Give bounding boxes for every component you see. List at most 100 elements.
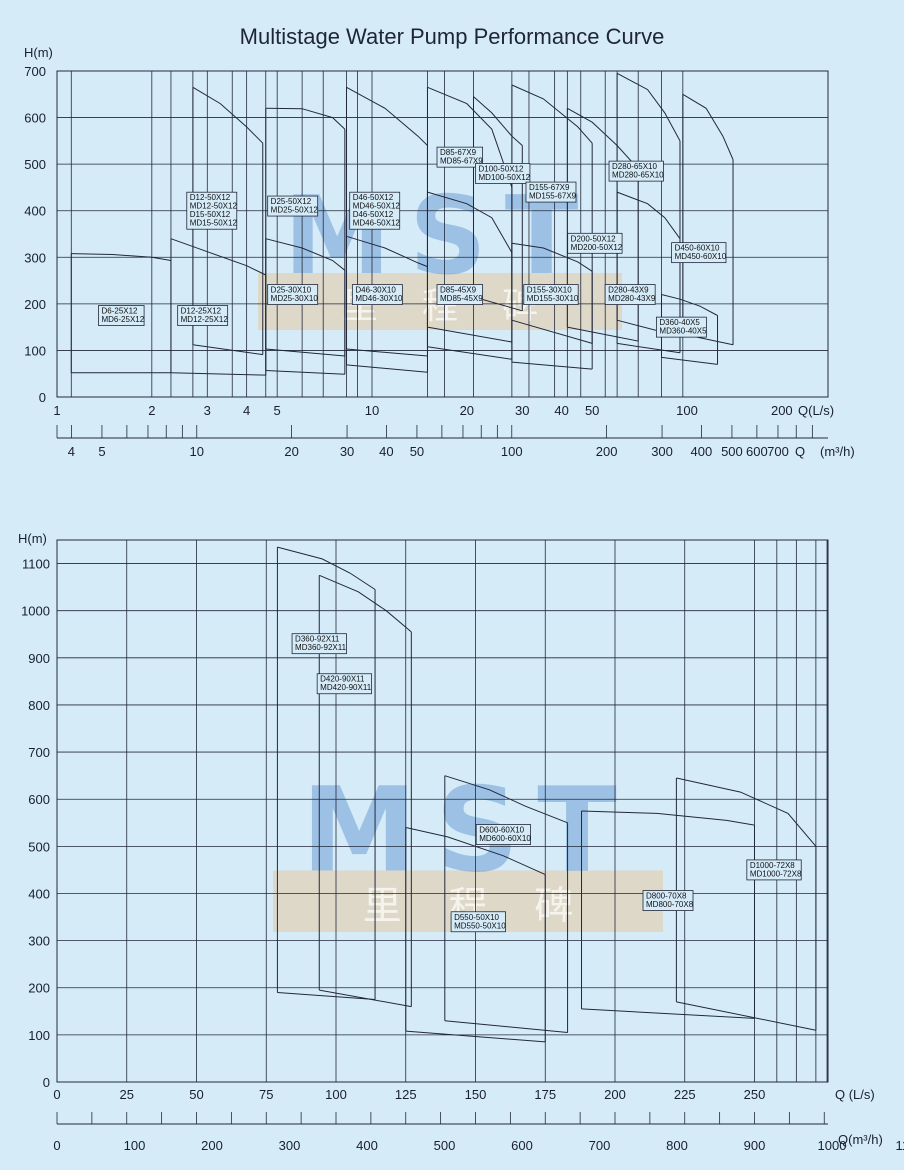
y-axis-title: H(m) — [18, 531, 47, 546]
model-label: D12-25X12 — [181, 307, 222, 316]
curve-D360-40-min — [661, 356, 718, 365]
x-tick-label: 10 — [365, 403, 379, 418]
curve-D155-30-min — [511, 361, 593, 370]
model-label: D46-50X12 — [353, 193, 394, 202]
x2-tick-label: 200 — [596, 444, 618, 459]
model-label: MD360-92X11 — [295, 643, 347, 652]
x2-tick-label: 800 — [666, 1138, 688, 1153]
model-label-box — [604, 284, 656, 305]
model-label-box — [316, 673, 372, 695]
x2-tick-label: 600 — [746, 444, 768, 459]
model-label: D360-92X11 — [295, 635, 340, 644]
x2-tick-label: 700 — [767, 444, 789, 459]
y-tick-label: 700 — [28, 745, 50, 760]
model-label: MD155-67X9 — [529, 192, 577, 201]
model-label: MD420-90X11 — [320, 683, 372, 692]
curve-D800-70-max — [581, 810, 755, 826]
x-tick-label: 100 — [325, 1087, 347, 1102]
x-tick-label: 0 — [53, 1087, 60, 1102]
x-tick-label: 75 — [259, 1087, 273, 1102]
y-tick-label: 300 — [28, 934, 50, 949]
x-tick-label: 200 — [604, 1087, 626, 1102]
curve-D280-43-max — [616, 191, 681, 239]
x-tick-label: 40 — [554, 403, 568, 418]
curve-D280-43-min — [617, 342, 681, 354]
curve-D12-50-min — [192, 344, 263, 356]
model-label: D800-70X8 — [646, 892, 687, 901]
x-tick-label: 1 — [53, 403, 60, 418]
model-label-box — [349, 191, 401, 230]
x2-axis-title: Q(m³/h) — [838, 1132, 883, 1147]
x-axis-title: Q(L/s) — [798, 403, 834, 418]
model-label: D6-25X12 — [101, 307, 138, 316]
y-tick-label: 100 — [28, 1028, 50, 1043]
model-label-box — [642, 890, 694, 911]
x2-tick-label: 100 — [501, 444, 523, 459]
model-label-box — [291, 633, 347, 655]
curve-D46-30-max — [346, 235, 428, 268]
x-tick-label: 2 — [148, 403, 155, 418]
model-label: D46-50X12 — [353, 210, 394, 219]
y-tick-label: 500 — [24, 157, 46, 172]
model-label-box — [671, 242, 727, 264]
model-label-box — [475, 163, 531, 184]
x-tick-label: 50 — [585, 403, 599, 418]
x2-tick-label: 4 — [68, 444, 75, 459]
model-label: MD25-30X10 — [271, 294, 319, 303]
model-label: D600-60X10 — [479, 826, 524, 835]
model-label: MD600-60X10 — [479, 834, 531, 843]
x2-tick-label: 900 — [744, 1138, 766, 1153]
curve-D1000-72-min — [676, 1001, 816, 1031]
model-label: D200-50X12 — [571, 234, 616, 243]
model-label: MD450-60X10 — [675, 252, 727, 261]
curve-D200-50-min — [567, 326, 639, 342]
x2-axis-title: Q — [795, 444, 805, 459]
curve-D6-25-max — [71, 253, 171, 261]
x2-tick-label: 40 — [379, 444, 393, 459]
curve-D200-50-max — [567, 107, 639, 170]
model-label-box — [98, 305, 145, 326]
x2-tick-label: 500 — [434, 1138, 456, 1153]
watermark-text: MST — [301, 762, 635, 898]
curve-D25-50-max — [265, 107, 346, 130]
model-label-box — [177, 305, 229, 326]
model-label: MD46-50X12 — [353, 202, 401, 211]
x-tick-label: 100 — [676, 403, 698, 418]
curve-D1000-72-max — [676, 777, 817, 847]
x2-tick-label: 50 — [410, 444, 424, 459]
y-tick-label: 300 — [24, 250, 46, 265]
x-tick-label: 200 — [771, 403, 793, 418]
x-tick-label: 125 — [395, 1087, 417, 1102]
curve-D100-50-max — [473, 96, 523, 146]
model-label-box — [746, 859, 802, 881]
y-tick-label: 0 — [39, 390, 46, 405]
y-tick-label: 600 — [24, 111, 46, 126]
plot-frame — [56, 539, 829, 1083]
model-label-box — [475, 824, 532, 845]
y-tick-label: 200 — [28, 981, 50, 996]
x2-tick-label: 1100 — [896, 1138, 904, 1153]
x2-tick-label: 0 — [53, 1138, 60, 1153]
curve-D85-67-min — [427, 326, 512, 343]
x-tick-label: 20 — [460, 403, 474, 418]
model-label: D1000-72X8 — [750, 861, 795, 870]
curve-D46-50-min — [346, 348, 428, 357]
curve-D800-70-min — [581, 1008, 755, 1019]
watermark-cn-char: 碑 — [534, 884, 573, 929]
model-label: D100-50X12 — [479, 164, 524, 173]
model-label-box — [523, 284, 579, 305]
model-label: MD550-50X10 — [454, 921, 506, 930]
watermark-cn-char: 里 — [363, 884, 402, 929]
model-label: MD360-40X5 — [659, 327, 707, 336]
model-label: MD12-50X12 — [190, 202, 238, 211]
x2-tick-label: 400 — [356, 1138, 378, 1153]
curve-D155-67-max — [511, 84, 593, 144]
x-tick-label: 175 — [534, 1087, 556, 1102]
y-tick-label: 600 — [28, 792, 50, 807]
model-label: D450-60X10 — [675, 244, 720, 253]
x2-axis-unit: (m³/h) — [820, 444, 855, 459]
x2-tick-label: 500 — [721, 444, 743, 459]
curve-D550-50-min — [405, 1030, 546, 1043]
model-label: D25-30X10 — [271, 286, 312, 295]
